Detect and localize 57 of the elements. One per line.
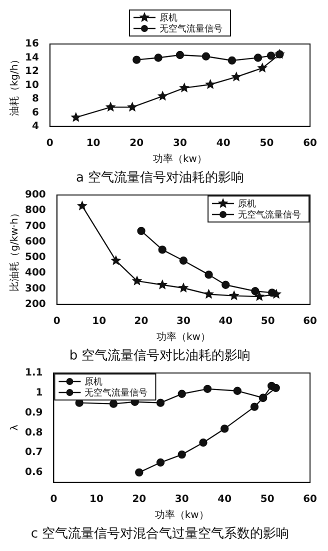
y-tick-label: 700 xyxy=(25,220,46,232)
x-tick-label: 30 xyxy=(176,316,190,327)
y-tick-label: 1.1 xyxy=(24,368,43,379)
x-tick-label: 40 xyxy=(218,494,232,505)
y-tick-label: 200 xyxy=(25,298,46,310)
x-tick-label: 0 xyxy=(50,494,58,505)
y-tick-label: 800 xyxy=(25,205,46,216)
y-tick-label: 0.8 xyxy=(24,427,43,438)
x-tick-label: 30 xyxy=(174,494,189,505)
y-tick-label: 600 xyxy=(25,236,46,248)
x-axis-title: 功率（kw） xyxy=(156,330,210,343)
x-tick-label: 20 xyxy=(134,316,148,327)
legend-label: 原机 xyxy=(159,12,178,24)
y-tick-label: 0.6 xyxy=(24,467,43,478)
x-tick-label: 10 xyxy=(86,138,100,149)
x-tick-label: 50 xyxy=(260,138,274,149)
x-tick-label: 10 xyxy=(92,316,106,327)
y-tick-label: 12 xyxy=(24,66,39,78)
x-axis-title: 功率（kw） xyxy=(154,508,209,521)
y-tick-label: 400 xyxy=(25,268,46,279)
y-axis-title: 比油耗（g/kw·h） xyxy=(8,208,21,292)
legend-label: 无空气流量信号 xyxy=(238,209,302,220)
x-tick-label: 0 xyxy=(46,138,54,149)
x-tick-label: 60 xyxy=(303,138,318,149)
y-tick-label: 300 xyxy=(25,283,46,294)
legend-label: 原机 xyxy=(84,376,103,388)
y-tick-label: 8 xyxy=(32,94,39,105)
x-tick-label: 50 xyxy=(260,494,274,505)
y-axis-title: 油耗（kg/h） xyxy=(8,54,21,116)
y-tick-label: 14 xyxy=(24,52,39,64)
legend-label: 无空气流量信号 xyxy=(159,23,222,34)
text: c 空气流量信号对混合气过量空气系数的影响 xyxy=(30,526,290,542)
y-tick-label: 16 xyxy=(24,38,39,50)
x-tick-label: 60 xyxy=(303,316,318,327)
x-tick-label: 20 xyxy=(130,138,144,149)
x-axis-title: 功率（kw） xyxy=(152,152,207,165)
y-tick-label: 900 xyxy=(25,190,46,201)
legend-label: 无空气流量信号 xyxy=(84,387,148,398)
text: b 空气流量信号对比油耗的影响 xyxy=(69,348,251,364)
legend-label: 原机 xyxy=(238,198,256,210)
text: a 空气流量信号对油耗的影响 xyxy=(76,170,244,186)
x-tick-label: 0 xyxy=(53,316,60,327)
x-tick-label: 10 xyxy=(89,494,104,505)
x-tick-label: 20 xyxy=(132,494,146,505)
y-tick-label: 500 xyxy=(25,252,46,264)
y-tick-label: 4 xyxy=(32,120,39,132)
y-tick-label: 1 xyxy=(36,387,43,398)
y-tick-label: 6 xyxy=(32,107,39,118)
y-axis-title: λ xyxy=(10,424,21,431)
x-tick-label: 50 xyxy=(260,316,275,327)
x-tick-label: 60 xyxy=(303,494,318,505)
y-tick-label: 10 xyxy=(24,80,39,91)
x-tick-label: 40 xyxy=(218,316,233,327)
y-tick-label: 0.7 xyxy=(24,447,43,458)
x-tick-label: 30 xyxy=(173,138,187,149)
x-tick-label: 40 xyxy=(216,138,230,149)
y-tick-label: 0.9 xyxy=(24,407,43,418)
